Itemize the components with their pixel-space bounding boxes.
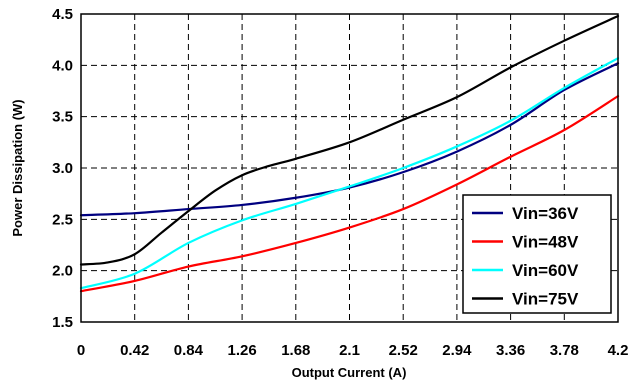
series-lines — [79, 14, 620, 293]
y-tick-label: 2.0 — [52, 263, 73, 280]
grid-lines — [81, 14, 618, 322]
x-axis-title: Output Current (A) — [292, 365, 407, 380]
x-tick-label: 1.68 — [281, 342, 310, 359]
series-line-vin-75v — [79, 14, 620, 266]
y-tick-label: 4.0 — [52, 57, 73, 74]
y-axis-title: Power Dissipation (W) — [10, 99, 25, 236]
series-line-vin-48v — [79, 95, 620, 293]
legend-label: Vin=36V — [512, 204, 579, 223]
y-tick-label: 1.5 — [52, 314, 73, 331]
legend: Vin=36V Vin=48V Vin=60V Vin=75V — [462, 194, 612, 314]
y-tick-label: 3.5 — [52, 109, 73, 126]
x-tick-label: 3.36 — [496, 342, 525, 359]
y-tick-label: 4.5 — [52, 6, 73, 23]
x-tick-labels: 0 0.42 0.84 1.26 1.68 2.1 2.52 2.94 3.36 3.78 4.2 — [77, 342, 629, 359]
x-tick-label: 4.2 — [608, 342, 629, 359]
y-tick-label: 3.0 — [52, 160, 73, 177]
x-tick-label: 0.42 — [120, 342, 149, 359]
x-tick-label: 3.78 — [550, 342, 579, 359]
x-tick-label: 0 — [77, 342, 85, 359]
x-tick-label: 2.1 — [339, 342, 360, 359]
y-tick-label: 2.5 — [52, 211, 73, 228]
x-tick-label: 0.84 — [174, 342, 204, 359]
x-tick-label: 1.26 — [227, 342, 256, 359]
legend-label: Vin=48V — [512, 233, 579, 252]
x-tick-label: 2.52 — [389, 342, 418, 359]
series-line-vin-60v — [79, 57, 620, 290]
legend-label: Vin=75V — [512, 290, 579, 309]
y-tick-labels: 1.5 2.0 2.5 3.0 3.5 4.0 4.5 — [52, 6, 73, 331]
x-tick-label: 2.94 — [442, 342, 472, 359]
legend-box — [462, 194, 612, 314]
legend-label: Vin=60V — [512, 261, 579, 280]
plot-frame — [80, 13, 619, 323]
